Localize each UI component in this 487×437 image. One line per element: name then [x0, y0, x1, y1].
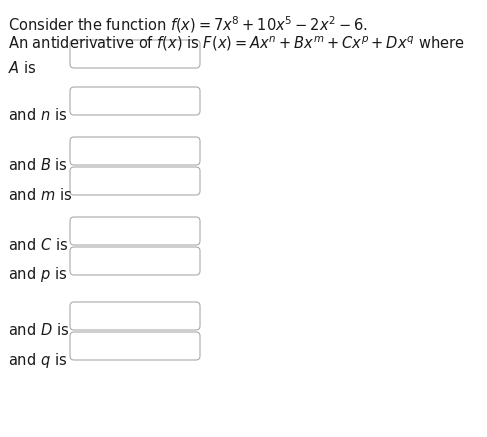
Text: and $\mathit{n}$ is: and $\mathit{n}$ is: [8, 107, 67, 123]
Text: $\mathit{A}$ is: $\mathit{A}$ is: [8, 60, 37, 76]
FancyBboxPatch shape: [70, 167, 200, 195]
FancyBboxPatch shape: [70, 137, 200, 165]
FancyBboxPatch shape: [70, 87, 200, 115]
Text: and $\mathit{p}$ is: and $\mathit{p}$ is: [8, 266, 67, 284]
Text: Consider the function $f(x) = 7x^8 + 10x^5 - 2x^2 - 6$.: Consider the function $f(x) = 7x^8 + 10x…: [8, 14, 368, 35]
FancyBboxPatch shape: [70, 332, 200, 360]
Text: and $\mathit{m}$ is: and $\mathit{m}$ is: [8, 187, 72, 203]
FancyBboxPatch shape: [70, 40, 200, 68]
FancyBboxPatch shape: [70, 217, 200, 245]
Text: and $\mathit{q}$ is: and $\mathit{q}$ is: [8, 350, 67, 370]
Text: and $\mathit{D}$ is: and $\mathit{D}$ is: [8, 322, 69, 338]
FancyBboxPatch shape: [70, 302, 200, 330]
Text: An antiderivative of $f(x)$ is $F(x) = Ax^n + Bx^m + Cx^p + Dx^q$ where: An antiderivative of $f(x)$ is $F(x) = A…: [8, 34, 465, 52]
FancyBboxPatch shape: [70, 247, 200, 275]
Text: and $\mathit{C}$ is: and $\mathit{C}$ is: [8, 237, 68, 253]
Text: and $\mathit{B}$ is: and $\mathit{B}$ is: [8, 157, 68, 173]
